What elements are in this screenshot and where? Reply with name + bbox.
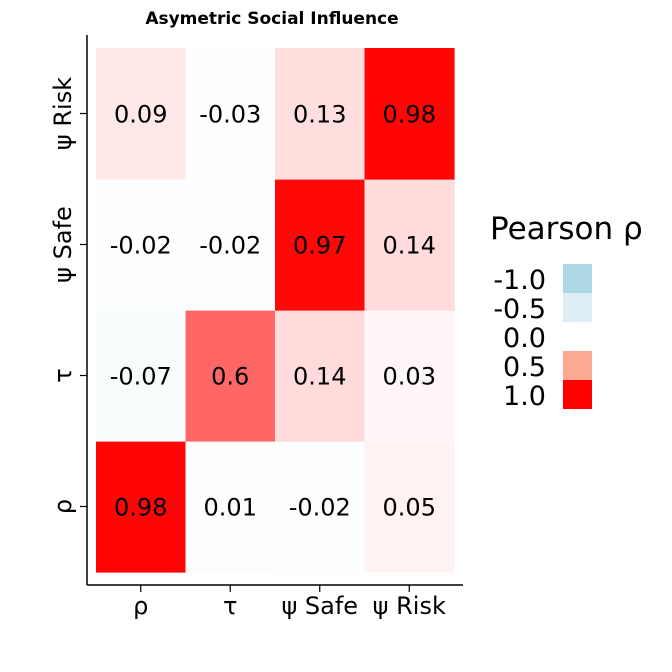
heatmap-cell-label: -0.02 <box>199 232 261 260</box>
heatmap-cell-label: 0.01 <box>204 494 257 522</box>
heatmap-cell <box>275 441 366 573</box>
y-tick-label: τ <box>49 368 77 382</box>
heatmap-cell <box>185 179 276 311</box>
y-tick-label: ρ <box>49 499 77 514</box>
heatmap-cell-label: 0.03 <box>383 363 436 391</box>
heatmap-cell-label: 0.98 <box>383 101 436 129</box>
heatmap-cell-label: -0.07 <box>110 363 172 391</box>
legend-entries: -1.0-0.50.00.51.0 <box>493 264 592 412</box>
heatmap-cell <box>364 48 455 180</box>
heatmap-cell-label: -0.02 <box>110 232 172 260</box>
legend-label: 1.0 <box>503 381 546 412</box>
heatmap-cell <box>364 310 455 442</box>
x-tick-label: τ <box>223 592 237 620</box>
x-tick-label: ψ Risk <box>373 592 446 620</box>
heatmap-cell-label: -0.02 <box>289 494 351 522</box>
legend-label: -0.5 <box>493 294 546 325</box>
legend-swatch <box>563 293 592 322</box>
heatmap-cell-label: 0.13 <box>293 101 346 129</box>
heatmap-cell-label: -0.03 <box>199 101 261 129</box>
heatmap-cell <box>185 310 276 442</box>
x-axis-ticks: ρ τ ψ Safe ψ Risk <box>133 585 446 620</box>
legend-label: 0.5 <box>503 352 546 383</box>
heatmap-cell-labels: 0.98 0.01 -0.02 0.05 -0.07 0.6 0.14 0.03 -0.02 -0… <box>110 101 436 522</box>
x-tick-label: ψ Safe <box>281 592 358 620</box>
y-tick-label: ψ Risk <box>49 77 77 150</box>
y-axis-ticks: ρ τ ψ Safe ψ Risk <box>49 77 87 514</box>
legend-label: -1.0 <box>493 265 546 296</box>
heatmap-cell <box>96 310 187 442</box>
heatmap-cell-label: 0.97 <box>293 232 346 260</box>
legend-swatch <box>563 264 592 293</box>
heatmap-cell-label: 0.14 <box>383 232 436 260</box>
legend-swatch <box>563 380 592 409</box>
heatmap-cell <box>275 48 366 180</box>
legend-label: 0.0 <box>503 323 546 354</box>
heatmap-cell <box>96 179 187 311</box>
heatmap-cell <box>185 48 276 180</box>
heatmap-cell <box>364 179 455 311</box>
y-tick-label: ψ Safe <box>49 206 77 283</box>
heatmap-cell <box>96 48 187 180</box>
heatmap-cell-label: 0.98 <box>114 494 167 522</box>
heatmap-cell <box>96 441 187 573</box>
chart-title: Asymetric Social Influence <box>145 9 398 29</box>
heatmap-cell <box>364 441 455 573</box>
legend-title: Pearson ρ <box>490 211 643 247</box>
heatmap-cell <box>275 310 366 442</box>
x-tick-label: ρ <box>133 592 148 620</box>
heatmap-cell <box>185 441 276 573</box>
heatmap-cell-label: 0.6 <box>211 363 249 391</box>
legend-swatch <box>563 351 592 380</box>
heatmap-cell-label: 0.14 <box>293 363 346 391</box>
legend: Pearson ρ -1.0-0.50.00.51.0 <box>490 211 643 412</box>
heatmap-cell <box>275 179 366 311</box>
heatmap-cell-label: 0.05 <box>383 494 436 522</box>
heatmap-cell-label: 0.09 <box>114 101 167 129</box>
heatmap-cells <box>96 48 455 573</box>
legend-swatch <box>563 322 592 351</box>
